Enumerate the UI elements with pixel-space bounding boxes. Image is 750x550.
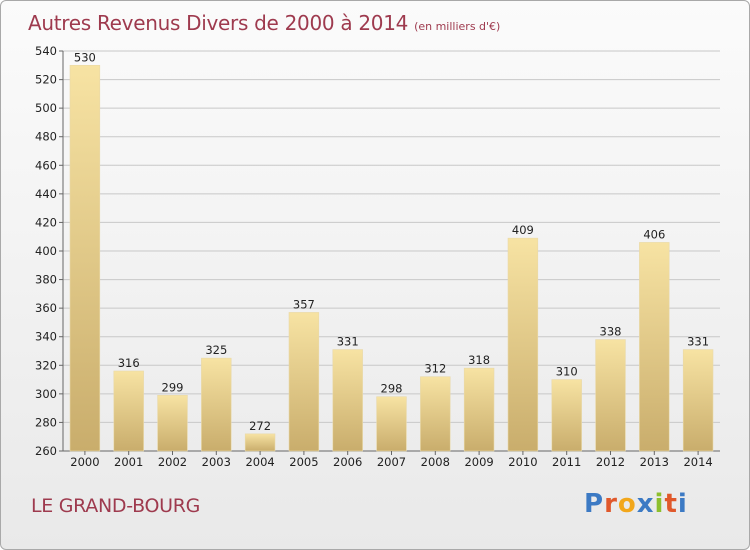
y-tick-label: 320	[35, 358, 57, 372]
logo-letter: r	[604, 489, 618, 519]
y-tick-label: 500	[35, 101, 57, 115]
x-tick-label: 2006	[333, 455, 362, 469]
data-label: 272	[249, 419, 271, 433]
bar	[288, 312, 320, 452]
y-tick-label: 380	[35, 273, 57, 287]
x-tick-label: 2013	[640, 455, 669, 469]
y-tick-label: 460	[35, 158, 57, 172]
bar	[682, 349, 714, 452]
bar	[244, 433, 276, 452]
data-label: 409	[512, 223, 534, 237]
y-tick-label: 440	[35, 187, 57, 201]
x-tick-label: 2007	[377, 455, 406, 469]
x-tick-label: 2010	[508, 455, 537, 469]
data-label: 298	[381, 382, 403, 396]
bar	[595, 339, 626, 452]
y-tick-label: 340	[35, 330, 57, 344]
y-tick-label: 260	[35, 444, 57, 458]
chart-title-text: Autres Revenus Divers de 2000 à 2014	[28, 11, 409, 35]
x-tick-label: 2004	[245, 455, 274, 469]
bar	[157, 394, 188, 452]
data-label: 406	[643, 227, 665, 241]
data-label: 310	[556, 365, 578, 379]
bar	[201, 357, 232, 452]
bar	[376, 396, 407, 452]
y-tick-label: 480	[35, 130, 57, 144]
chart-subtitle: (en milliers d'€)	[414, 20, 501, 33]
x-tick-label: 2002	[158, 455, 187, 469]
proxiti-logo: Proxiti	[584, 489, 688, 519]
bar	[507, 237, 539, 452]
x-tick-label: 2008	[421, 455, 450, 469]
logo-letter: t	[664, 489, 678, 519]
x-tick-label: 2005	[289, 455, 318, 469]
data-label: 331	[687, 335, 709, 349]
x-tick-label: 2011	[552, 455, 581, 469]
y-tick-label: 400	[35, 244, 57, 258]
x-tick-label: 2014	[683, 455, 712, 469]
bar	[639, 242, 670, 452]
x-tick-label: 2001	[114, 455, 143, 469]
chart-title: Autres Revenus Divers de 2000 à 2014 (en …	[28, 11, 500, 35]
y-tick-label: 540	[35, 44, 57, 58]
logo-letter: x	[636, 489, 655, 519]
x-tick-label: 2009	[464, 455, 493, 469]
x-tick-label: 2003	[202, 455, 231, 469]
y-tick-label: 300	[35, 387, 57, 401]
data-label: 299	[162, 380, 184, 394]
data-label: 338	[600, 325, 622, 339]
y-tick-label: 360	[35, 301, 57, 315]
logo-letter: P	[584, 489, 605, 519]
bar	[332, 349, 363, 452]
bar	[551, 379, 582, 452]
logo-letter: i	[654, 489, 665, 519]
data-label: 325	[205, 343, 227, 357]
y-tick-label: 520	[35, 73, 57, 87]
data-label: 316	[118, 356, 140, 370]
logo-letter: o	[617, 489, 637, 519]
data-label: 357	[293, 297, 315, 311]
bar	[113, 370, 144, 452]
bar	[420, 376, 451, 452]
logo-letter: i	[677, 489, 688, 519]
data-label: 331	[337, 335, 359, 349]
data-label: 318	[468, 353, 490, 367]
bar	[69, 64, 101, 452]
data-label: 312	[424, 362, 446, 376]
data-label: 530	[74, 50, 96, 64]
y-tick-label: 420	[35, 215, 57, 229]
location-label: LE GRAND-BOURG	[31, 495, 201, 517]
y-tick-label: 280	[35, 415, 57, 429]
bar	[463, 367, 495, 452]
x-tick-label: 2000	[70, 455, 99, 469]
x-tick-label: 2012	[596, 455, 625, 469]
